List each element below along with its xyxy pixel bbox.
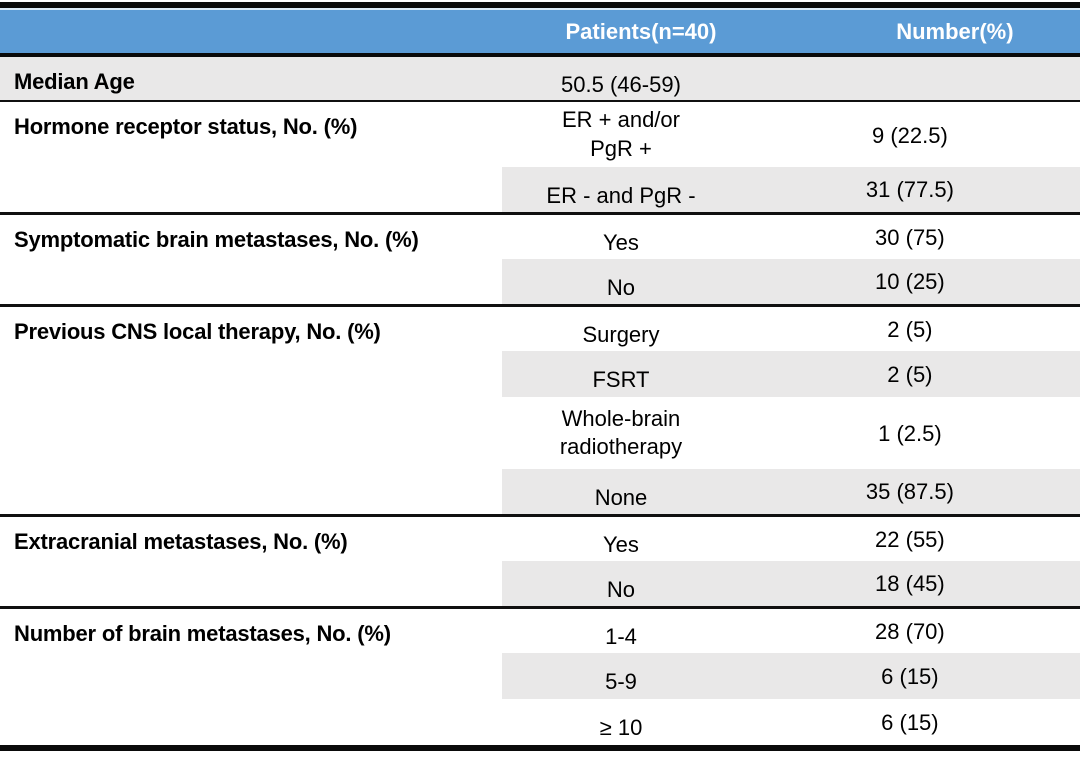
- patients-cell: No: [502, 561, 740, 607]
- number-cell: 31 (77.5): [739, 167, 1080, 213]
- row-label: Number of brain metastases, No. (%): [14, 620, 391, 646]
- row-label: Extracranial metastases, No. (%): [14, 528, 348, 554]
- number-cell: 35 (87.5): [739, 469, 1080, 515]
- header-row: Patients(n=40) Number(%): [0, 8, 1080, 57]
- patients-cell: ER + and/or PgR +: [561, 107, 680, 161]
- patients-cell: 1-4: [605, 624, 637, 650]
- patients-cell: Yes: [603, 532, 639, 558]
- patients-cell: ≥ 10: [599, 715, 643, 741]
- group-median-age: Median Age 50.5 (46-59): [0, 55, 1080, 101]
- table-row: Symptomatic brain metastases, No. (%) Ye…: [0, 213, 1080, 259]
- table-row: Hormone receptor status, No. (%) ER + an…: [0, 101, 1080, 167]
- number-cell: 2 (5): [739, 351, 1080, 397]
- patients-cell: No: [502, 259, 740, 305]
- table-row: None 35 (87.5): [0, 469, 1080, 515]
- patients-cell: None: [502, 469, 740, 515]
- group-number-of-brain-metastases: Number of brain metastases, No. (%) 1-4 …: [0, 607, 1080, 745]
- table-row: Extracranial metastases, No. (%) Yes 22 …: [0, 515, 1080, 561]
- patients-cell: FSRT: [502, 351, 740, 397]
- number-cell: 9 (22.5): [871, 122, 948, 148]
- patients-cell: Yes: [603, 230, 639, 256]
- table-row: ≥ 10 6 (15): [0, 699, 1080, 745]
- table-row: No 18 (45): [0, 561, 1080, 607]
- patients-cell: 50.5 (46-59): [502, 55, 740, 101]
- number-cell: 30 (75): [875, 224, 945, 250]
- header-col-number: Number(%): [739, 8, 1080, 57]
- number-cell: 6 (15): [881, 710, 939, 735]
- table-header: Patients(n=40) Number(%): [0, 8, 1080, 57]
- group-symptomatic-brain-metastases: Symptomatic brain metastases, No. (%) Ye…: [0, 213, 1080, 305]
- number-cell: 2 (5): [887, 316, 933, 342]
- table-row: FSRT 2 (5): [0, 351, 1080, 397]
- group-previous-cns-local-therapy: Previous CNS local therapy, No. (%) Surg…: [0, 305, 1080, 515]
- number-cell: 6 (15): [739, 653, 1080, 699]
- number-cell: 22 (55): [875, 526, 945, 552]
- table-row: No 10 (25): [0, 259, 1080, 305]
- row-label: Symptomatic brain metastases, No. (%): [14, 226, 419, 252]
- table-row: Number of brain metastases, No. (%) 1-4 …: [0, 607, 1080, 653]
- group-extracranial-metastases: Extracranial metastases, No. (%) Yes 22 …: [0, 515, 1080, 607]
- table-row: Whole-brain radiotherapy 1 (2.5): [0, 397, 1080, 469]
- data-table: Patients(n=40) Number(%) Median Age 50.5…: [0, 8, 1080, 745]
- patients-cell: ER - and PgR -: [502, 167, 740, 213]
- patients-cell: Surgery: [582, 322, 660, 348]
- table-row: ER - and PgR - 31 (77.5): [0, 167, 1080, 213]
- patient-characteristics-table: Patients(n=40) Number(%) Median Age 50.5…: [0, 2, 1080, 751]
- table-row: Previous CNS local therapy, No. (%) Surg…: [0, 305, 1080, 351]
- table-row: Median Age 50.5 (46-59): [0, 55, 1080, 101]
- patients-cell: 5-9: [502, 653, 740, 699]
- number-cell: 18 (45): [739, 561, 1080, 607]
- number-cell: [739, 55, 1080, 101]
- group-hormone-receptor-status: Hormone receptor status, No. (%) ER + an…: [0, 101, 1080, 213]
- patients-cell: Whole-brain radiotherapy: [559, 405, 683, 459]
- header-col-patients: Patients(n=40): [502, 8, 740, 57]
- number-cell: 28 (70): [875, 618, 945, 644]
- number-cell: 10 (25): [739, 259, 1080, 305]
- row-label: Median Age: [0, 55, 503, 101]
- header-col-empty: [0, 8, 503, 57]
- table-row: 5-9 6 (15): [0, 653, 1080, 699]
- row-label: Previous CNS local therapy, No. (%): [14, 318, 381, 344]
- number-cell: 1 (2.5): [878, 421, 942, 446]
- row-label: Hormone receptor status, No. (%): [14, 114, 358, 139]
